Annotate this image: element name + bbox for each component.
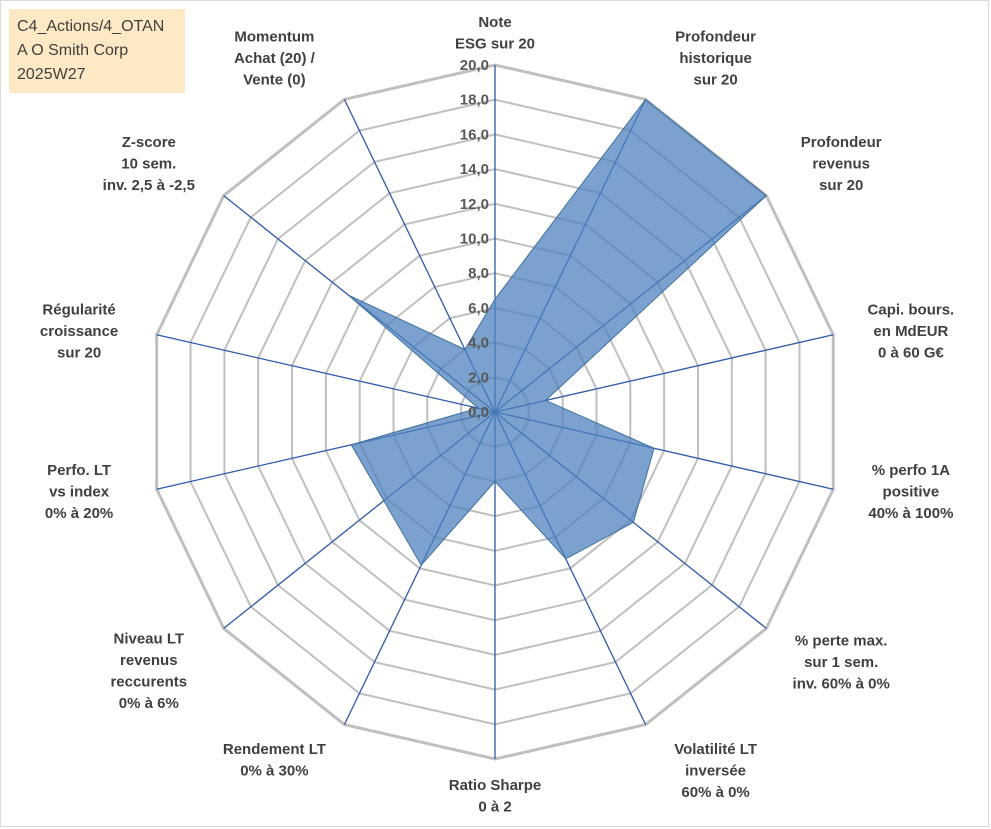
axis-label: Régularité croissance sur 20 <box>40 301 118 361</box>
axis-spoke-3 <box>494 334 834 413</box>
axis-label-line: 10 sem. <box>121 156 176 173</box>
axis-label: % perfo 1A positive 40% à 100% <box>868 462 953 522</box>
axis-label-line: Régularité <box>42 301 115 318</box>
axis-label-line: % perte max. <box>795 633 888 650</box>
axis-label-line: % perfo 1A <box>872 462 951 479</box>
tick-label: 20,0 <box>460 57 489 74</box>
axis-label-line: reccurents <box>110 674 187 691</box>
axis-label-line: historique <box>679 50 752 67</box>
axis-labels: Note ESG sur 20 Profondeur historique sur 20… <box>40 14 954 816</box>
axis-spoke-11 <box>156 334 496 413</box>
axis-label-line: en MdEUR <box>873 323 948 340</box>
axis-label: Ratio Sharpe 0 à 2 <box>449 777 542 816</box>
axis-label: Momentum Achat (20) / Vente (0) <box>234 28 316 88</box>
axis-label-line: vs index <box>49 484 110 501</box>
axis-label: Volatilité LT inversée 60% à 0% <box>674 741 757 801</box>
axis-label-line: Momentum <box>234 28 314 45</box>
axis-label-line: Ratio Sharpe <box>449 777 542 794</box>
tick-label: 18,0 <box>460 92 489 109</box>
axis-label-line: inv. 60% à 0% <box>793 676 890 693</box>
title-line-2: A O Smith Corp <box>17 42 129 59</box>
axis-label-line: revenus <box>812 156 870 173</box>
axis-label-line: sur 20 <box>693 71 737 88</box>
axis-label-line: Capi. bours. <box>868 301 955 318</box>
axis-label: Rendement LT 0% à 30% <box>223 741 326 780</box>
tick-label: 0,0 <box>468 404 489 421</box>
axis-label-line: Profondeur <box>675 28 756 45</box>
axis-label-line: croissance <box>40 323 118 340</box>
tick-label: 2,0 <box>468 369 489 386</box>
tick-label: 8,0 <box>468 265 489 282</box>
axis-label-line: Z-score <box>122 134 176 151</box>
axis-label-line: sur 20 <box>819 177 863 194</box>
title-line-3: 2025W27 <box>17 66 86 83</box>
axis-label-line: Achat (20) / <box>234 50 316 67</box>
axis-label-line: inversée <box>685 763 746 780</box>
axis-label-line: Vente (0) <box>243 71 306 88</box>
axis-label: Capi. bours. en MdEUR 0 à 60 G€ <box>868 301 955 361</box>
axis-label-line: Niveau LT <box>114 631 185 648</box>
axis-label-line: positive <box>883 484 940 501</box>
tick-label: 14,0 <box>460 161 489 178</box>
radial-tick-labels: 0,0 2,0 4,0 6,0 8,0 10,0 12,0 14,0 16,0 18,0 20,0 <box>460 57 489 421</box>
axis-label-line: revenus <box>120 652 178 669</box>
tick-label: 10,0 <box>460 231 489 248</box>
axis-label-line: inv. 2,5 à -2,5 <box>103 177 195 194</box>
axis-label-line: Profondeur <box>801 134 882 151</box>
axis-label-line: Volatilité LT <box>674 741 757 758</box>
axis-label-line: sur 1 sem. <box>804 654 878 671</box>
tick-label: 4,0 <box>468 335 489 352</box>
axis-label: Z-score 10 sem. inv. 2,5 à -2,5 <box>103 134 195 194</box>
axis-label: Profondeur revenus sur 20 <box>801 134 882 194</box>
chart-title-box: C4_Actions/4_OTAN A O Smith Corp 2025W27 <box>9 9 185 93</box>
tick-label: 16,0 <box>460 126 489 143</box>
axis-label-line: Perfo. LT <box>47 462 111 479</box>
axis-label: Perfo. LT vs index 0% à 20% <box>45 462 113 522</box>
title-line-1: C4_Actions/4_OTAN <box>17 18 165 35</box>
axis-label-line: 0 à 2 <box>478 799 511 816</box>
axis-label-line: 0% à 30% <box>240 763 308 780</box>
axis-label: Niveau LT revenus reccurents 0% à 6% <box>110 631 187 713</box>
axis-label-line: 40% à 100% <box>868 505 953 522</box>
tick-label: 12,0 <box>460 196 489 213</box>
axis-label: % perte max. sur 1 sem. inv. 60% à 0% <box>793 633 890 693</box>
axis-label-line: 60% à 0% <box>681 784 749 801</box>
axis-label-line: 0 à 60 G€ <box>878 344 945 361</box>
axis-label: Profondeur historique sur 20 <box>675 28 756 88</box>
series-area <box>348 98 768 567</box>
tick-label: 6,0 <box>468 300 489 317</box>
axis-label-line: Rendement LT <box>223 741 326 758</box>
axis-label-line: Note <box>478 14 511 31</box>
axis-label-line: ESG sur 20 <box>455 36 535 53</box>
series-area-0 <box>348 98 768 567</box>
axis-label-line: sur 20 <box>57 344 101 361</box>
axis-label-line: 0% à 6% <box>119 695 179 712</box>
axis-label-line: 0% à 20% <box>45 505 113 522</box>
axis-label: Note ESG sur 20 <box>455 14 535 53</box>
